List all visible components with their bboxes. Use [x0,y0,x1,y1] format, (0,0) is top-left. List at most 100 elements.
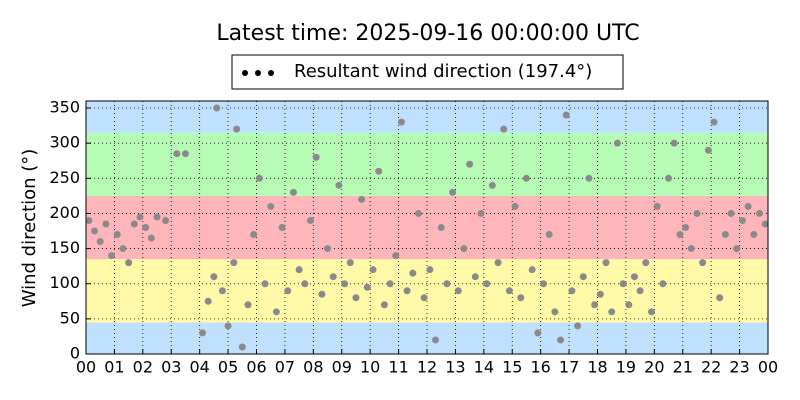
point [687,245,695,253]
point [505,287,513,295]
legend [231,54,624,90]
point [295,266,303,274]
point [403,287,411,295]
point [432,336,440,344]
band [86,322,768,354]
plot-frame [85,100,769,355]
point [562,111,570,119]
point [113,231,121,239]
point [142,224,150,231]
point [335,181,343,189]
point [721,231,729,239]
x-tick-label: 22 [701,358,721,377]
x-tick-label: 13 [445,358,465,377]
x-tick-label: 07 [275,358,295,377]
x-tick-label: 12 [417,358,437,377]
x-tick-label: 19 [616,358,636,377]
point [665,174,673,182]
point [585,174,593,182]
point [488,181,496,189]
x-tick-label: 16 [530,358,550,377]
point [682,224,690,231]
point [414,209,422,217]
x-tick-label: 21 [673,358,693,377]
point [608,308,616,316]
x-tick-label: 06 [246,358,266,377]
point [534,329,542,337]
plot-area [85,101,769,355]
x-tick-label: 14 [474,358,494,377]
point [358,195,366,203]
point [477,209,485,217]
point [289,188,297,196]
point [261,280,269,288]
point [744,202,752,210]
point [329,273,337,281]
point [386,280,394,288]
point [301,280,309,288]
point [591,301,599,309]
point [233,125,241,133]
point [727,209,735,217]
point [244,301,252,309]
point [494,259,502,267]
point [733,245,741,253]
point [409,269,417,277]
point [324,245,332,253]
point [528,266,536,274]
band [86,132,768,196]
point [659,280,667,288]
point [630,273,638,281]
x-tick-label: 15 [502,358,522,377]
y-tick-label: 100 [49,273,80,292]
point [619,280,627,288]
point [761,220,769,228]
point [596,290,604,298]
point [173,150,181,158]
point [278,224,286,231]
point [426,266,434,274]
y-tick-label: 350 [49,98,80,117]
x-tick-label: 20 [644,358,664,377]
point [230,259,238,267]
point [460,245,468,253]
point [716,294,724,302]
x-tick-label: 09 [332,358,352,377]
point [540,280,548,288]
point [653,202,661,210]
y-tick-label: 0 [70,344,80,363]
point [181,150,189,158]
band [86,101,768,133]
point [312,153,320,161]
point [699,259,707,267]
y-tick-label: 150 [49,238,80,257]
point [238,343,246,351]
point [218,287,226,295]
point [738,216,746,224]
point [363,283,371,291]
point [517,294,525,302]
point [647,308,655,316]
point [250,231,258,239]
point [85,216,93,224]
point [96,238,104,246]
point [119,245,127,253]
point [511,202,519,210]
x-tick-label: 01 [104,358,124,377]
point [272,308,280,316]
point [642,259,650,267]
point [375,167,383,175]
chart-title: Latest time: 2025-09-16 00:00:00 UTC [216,21,639,46]
point [380,301,388,309]
point [369,266,377,274]
point [136,213,144,221]
point [551,308,559,316]
point [625,301,633,309]
point [213,104,221,112]
point [670,139,678,147]
point [704,146,712,154]
point [108,252,116,260]
point [454,287,462,295]
point [352,294,360,302]
